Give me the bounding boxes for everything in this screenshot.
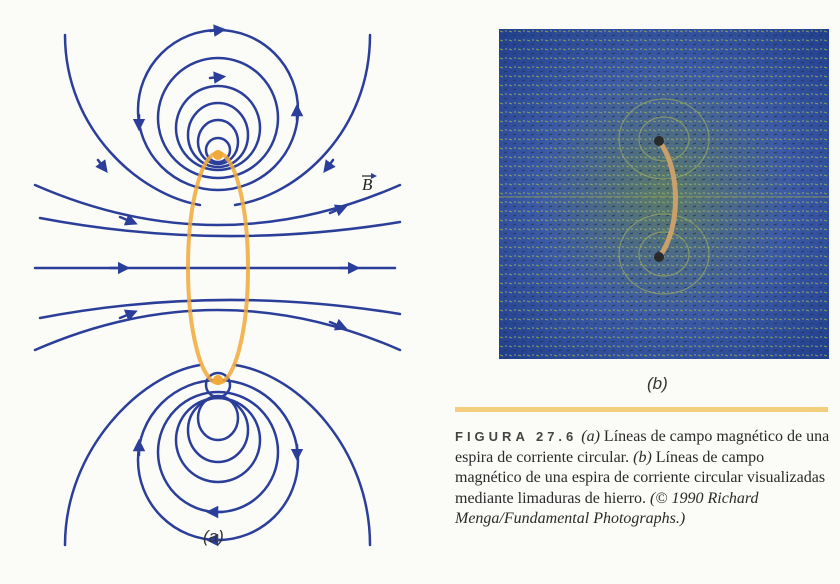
lower-loop-2 (156, 390, 280, 514)
caption-part-b-marker: (b) (633, 448, 652, 466)
caption-part-a-text: Líneas de campo magnético de una espira … (455, 428, 830, 466)
field-line-outer-upper-left (63, 33, 202, 207)
upper-loop-5 (196, 118, 240, 166)
caption-rule (455, 407, 828, 412)
upper-loop-4 (186, 101, 250, 169)
figure-number: FIGURA 27.6 (455, 429, 578, 444)
field-line-upper-1 (33, 183, 402, 227)
lower-loop-4 (186, 396, 250, 464)
field-line-outer-upper-right (233, 33, 372, 207)
figure-caption: FIGURA 27.6 (a) Líneas de campo magnético… (455, 427, 833, 530)
panel-b-label: (b) (647, 374, 668, 393)
caption-part-b-text: Líneas de campo magnético de una espira … (455, 448, 826, 507)
caption-part-a-marker: (a) (581, 428, 600, 445)
field-line-lower-2 (38, 298, 402, 320)
field-line-diagram: B (33, 24, 402, 547)
field-line-outer-lower-left (63, 363, 202, 547)
lower-loop-6 (204, 371, 232, 399)
field-line-lower-1 (33, 308, 402, 352)
upper-loop-3 (174, 84, 262, 172)
caption-credit: (© 1990 Richard Menga/Fundamental Photog… (455, 489, 759, 528)
field-line-outer-lower-right (233, 363, 372, 547)
field-line-upper-2 (38, 216, 402, 238)
wire-loop-icon (656, 139, 678, 259)
upper-loop-6 (204, 136, 232, 164)
upper-loop-2 (156, 56, 280, 180)
panel-a-label: (a) (203, 527, 224, 546)
lower-loop-1 (136, 378, 300, 542)
field-symbol: B (362, 175, 373, 194)
lower-loop-5 (196, 394, 240, 442)
iron-filings-photo (499, 29, 829, 359)
